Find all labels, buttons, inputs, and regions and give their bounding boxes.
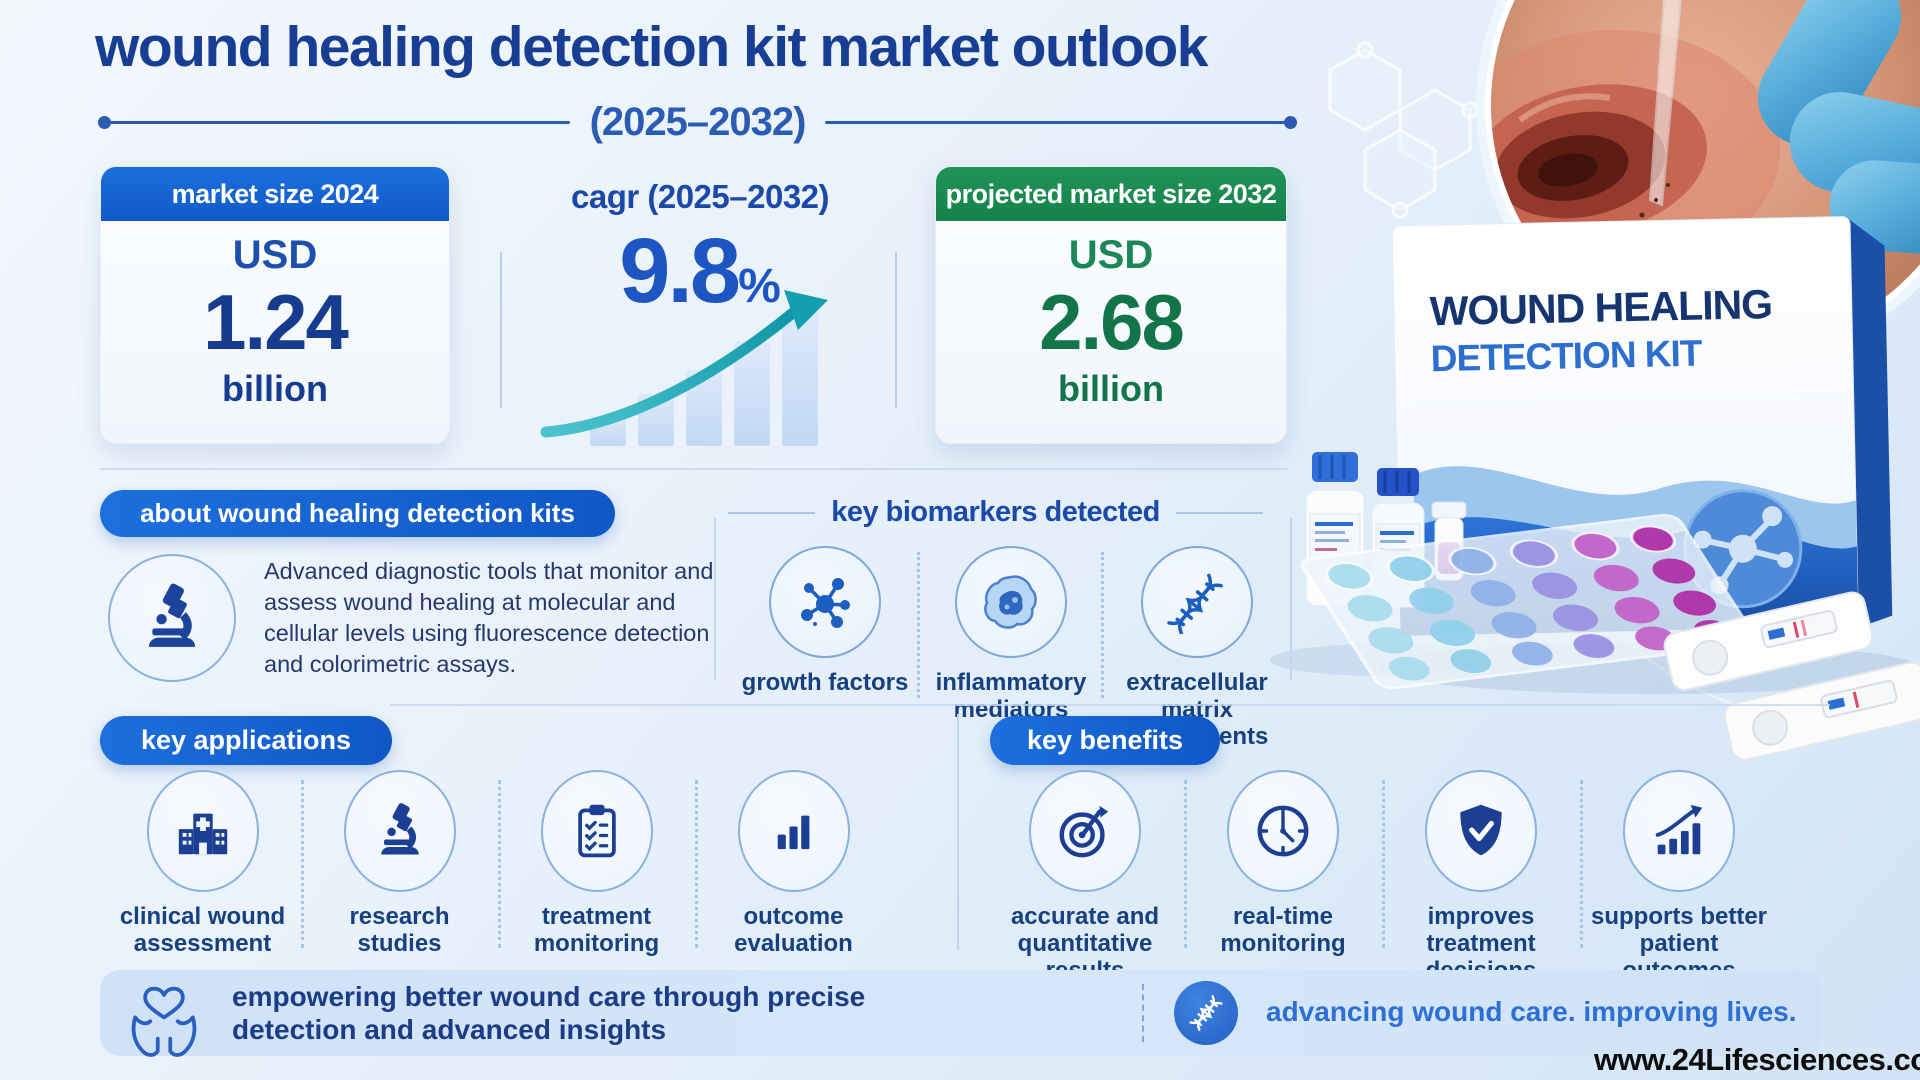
growth-chart-icon — [1655, 804, 1703, 855]
cagr-label: cagr (2025–2032) — [570, 178, 830, 215]
test-cassettes — [1663, 591, 1920, 761]
heading-line — [728, 511, 816, 514]
divider — [917, 552, 920, 698]
benefit-item: improves treatment decisions — [1382, 770, 1580, 984]
page-title: wound healing detection kit market outlo… — [95, 15, 1208, 79]
divider — [695, 780, 698, 948]
applications-list: clinical wound assessment research studi… — [104, 770, 892, 957]
section-divider — [957, 714, 959, 950]
application-item: outcome evaluation — [695, 770, 892, 957]
divider — [500, 252, 502, 408]
application-item: treatment monitoring — [498, 770, 695, 957]
applications-heading: key applications — [100, 716, 392, 765]
divider — [1101, 552, 1104, 698]
footer-dna-badge — [1174, 981, 1238, 1045]
divider — [498, 780, 501, 948]
biomarker-label: inflammatory mediators — [935, 669, 1087, 723]
biomarker-item: growth factors — [732, 546, 918, 750]
about-icon-circle — [108, 554, 236, 682]
box-title-line1: WOUND HEALING — [1429, 281, 1772, 334]
cell-icon — [984, 575, 1037, 629]
divider — [390, 704, 1830, 706]
bar-chart-icon — [777, 815, 809, 850]
application-label: research studies — [349, 903, 450, 957]
period-label: (2025–2032) — [589, 100, 807, 144]
growth-arrow-icon — [540, 306, 800, 438]
divider — [1382, 780, 1385, 948]
benefits-heading: key benefits — [990, 716, 1220, 765]
divider — [1580, 780, 1583, 948]
website-link[interactable]: www.24Lifesciences.com — [1594, 1042, 1920, 1077]
clipboard-checklist-icon — [577, 804, 616, 858]
bracket-line — [1290, 518, 1292, 680]
market-size-2032-value: 2.68 — [1039, 278, 1185, 366]
dna-icon — [1167, 573, 1223, 634]
biomarkers-heading-row: key biomarkers detected — [728, 496, 1263, 529]
bracket-line — [714, 518, 716, 680]
application-label: treatment monitoring — [533, 903, 660, 957]
biomarkers-heading: key biomarkers detected — [831, 496, 1160, 528]
currency-label: USD — [232, 233, 318, 277]
microscope-icon — [380, 803, 419, 855]
application-item: clinical wound assessment — [104, 770, 301, 957]
percent-sign: % — [738, 260, 781, 313]
application-label: clinical wound assessment — [119, 903, 286, 957]
cagr-value: 9.8 — [619, 220, 741, 322]
clock-icon — [1257, 805, 1309, 857]
unit-label: billion — [1058, 368, 1164, 409]
target-icon — [1059, 805, 1109, 858]
dna-icon — [1189, 995, 1223, 1031]
microscope-icon — [148, 583, 196, 647]
about-heading: about wound healing detection kits — [100, 490, 615, 537]
hands-heart-icon — [131, 986, 197, 1057]
benefit-label: accurate and quantitative results — [1010, 903, 1160, 984]
box-title-line2: DETECTION KIT — [1430, 333, 1703, 380]
hospital-icon — [178, 813, 227, 855]
footer-left-message: empowering better wound care through pre… — [232, 981, 866, 1045]
benefit-item: real-time monitoring — [1184, 770, 1382, 984]
stat-card-header: market size 2024 — [101, 167, 449, 221]
footer-bar — [100, 970, 1822, 1056]
stat-card-market-size-2024: market size 2024 USD 1.24 billion — [100, 166, 450, 444]
shield-check-icon — [1460, 804, 1502, 856]
unit-label: billion — [222, 368, 328, 409]
application-item: research studies — [301, 770, 498, 957]
footer-right-message: advancing wound care. improving lives. — [1266, 996, 1797, 1027]
divider — [100, 468, 1288, 470]
stat-card-header: projected market size 2032 — [936, 167, 1286, 221]
growth-trend-chart — [540, 290, 828, 446]
molecule-watermark-icon — [1328, 41, 1479, 219]
biomarker-item: extracellular matrix components — [1104, 546, 1290, 750]
wound-photo — [1476, 0, 1920, 364]
benefit-label: real-time monitoring — [1220, 903, 1346, 957]
heading-line — [1175, 511, 1263, 514]
molecule-icon — [801, 578, 850, 628]
divider — [895, 252, 897, 408]
product-photo-collage: WOUND HEALING DETECTION KIT — [1270, 0, 1920, 761]
biomarker-label: growth factors — [741, 669, 909, 696]
divider — [1184, 780, 1187, 948]
currency-label: USD — [1068, 233, 1154, 277]
divider — [1142, 984, 1144, 1042]
divider — [301, 780, 304, 948]
period-line-left — [98, 116, 570, 129]
stat-card-projected-2032: projected market size 2032 USD 2.68 bill… — [935, 166, 1287, 444]
benefits-list: accurate and quantitative results real-t… — [986, 770, 1778, 984]
market-size-2024-value: 1.24 — [203, 278, 349, 366]
application-label: outcome evaluation — [734, 903, 853, 957]
stat-cagr: cagr (2025–2032) 9.8% — [515, 178, 885, 317]
period-line-right — [825, 116, 1297, 129]
about-description: Advanced diagnostic tools that monitor a… — [264, 558, 714, 677]
trend-bars — [590, 312, 818, 446]
benefit-item: supports better patient outcomes — [1580, 770, 1778, 984]
period-row: (2025–2032) — [98, 100, 1297, 145]
benefit-item: accurate and quantitative results — [986, 770, 1184, 984]
